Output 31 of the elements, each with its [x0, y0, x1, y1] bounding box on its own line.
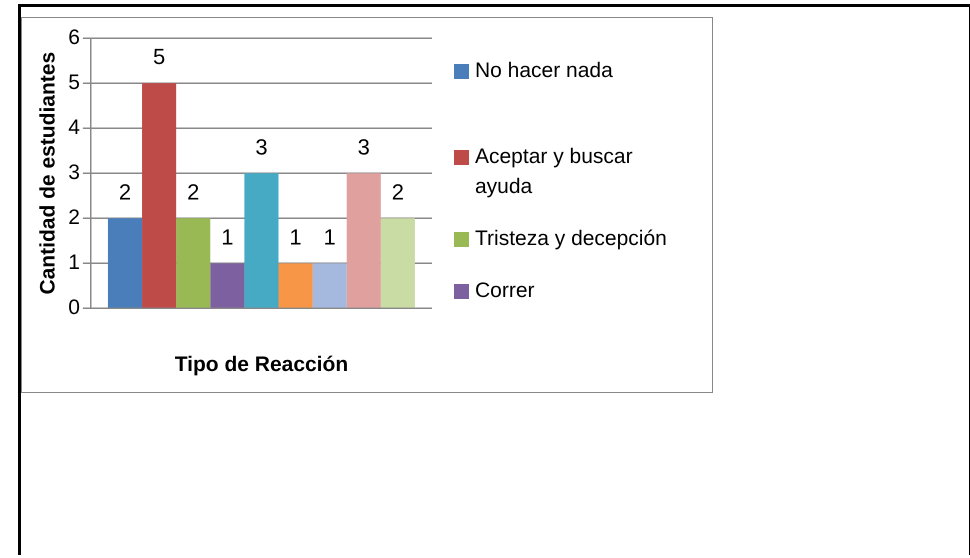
bar: [176, 218, 210, 308]
data-label: 1: [221, 224, 234, 250]
bar: [278, 263, 313, 308]
data-label: 3: [358, 134, 370, 160]
y-tick-label: 4: [68, 116, 80, 139]
y-tick-label: 3: [68, 160, 80, 184]
y-tick-label: 0: [68, 296, 80, 320]
bar: [380, 218, 415, 308]
data-label: 2: [392, 179, 404, 204]
y-tick-label: 2: [68, 206, 80, 230]
data-label: 2: [118, 179, 132, 204]
bar: [210, 263, 244, 308]
data-label: 3: [255, 134, 268, 160]
bar: [346, 173, 381, 308]
legend-label: Tristeza y decepción: [475, 226, 667, 252]
y-tick-label: 5: [68, 70, 80, 94]
bar: [312, 263, 347, 308]
bar: [142, 83, 176, 308]
bar: [244, 173, 278, 308]
legend-label: No hacer nada: [475, 58, 613, 84]
data-label: 1: [324, 224, 336, 250]
y-tick-label: 1: [68, 251, 80, 274]
data-label: 2: [187, 179, 200, 204]
bar: [108, 218, 142, 308]
y-axis-title: Cantidad de estudiantes: [36, 52, 60, 295]
data-label: 1: [289, 224, 302, 250]
legend-label: Correr: [475, 278, 535, 304]
legend-label: Aceptar y buscar ayuda: [475, 144, 634, 200]
data-label: 5: [152, 44, 166, 70]
y-tick-label: 6: [68, 26, 80, 49]
x-axis-title: Tipo de Reacción: [174, 353, 348, 376]
